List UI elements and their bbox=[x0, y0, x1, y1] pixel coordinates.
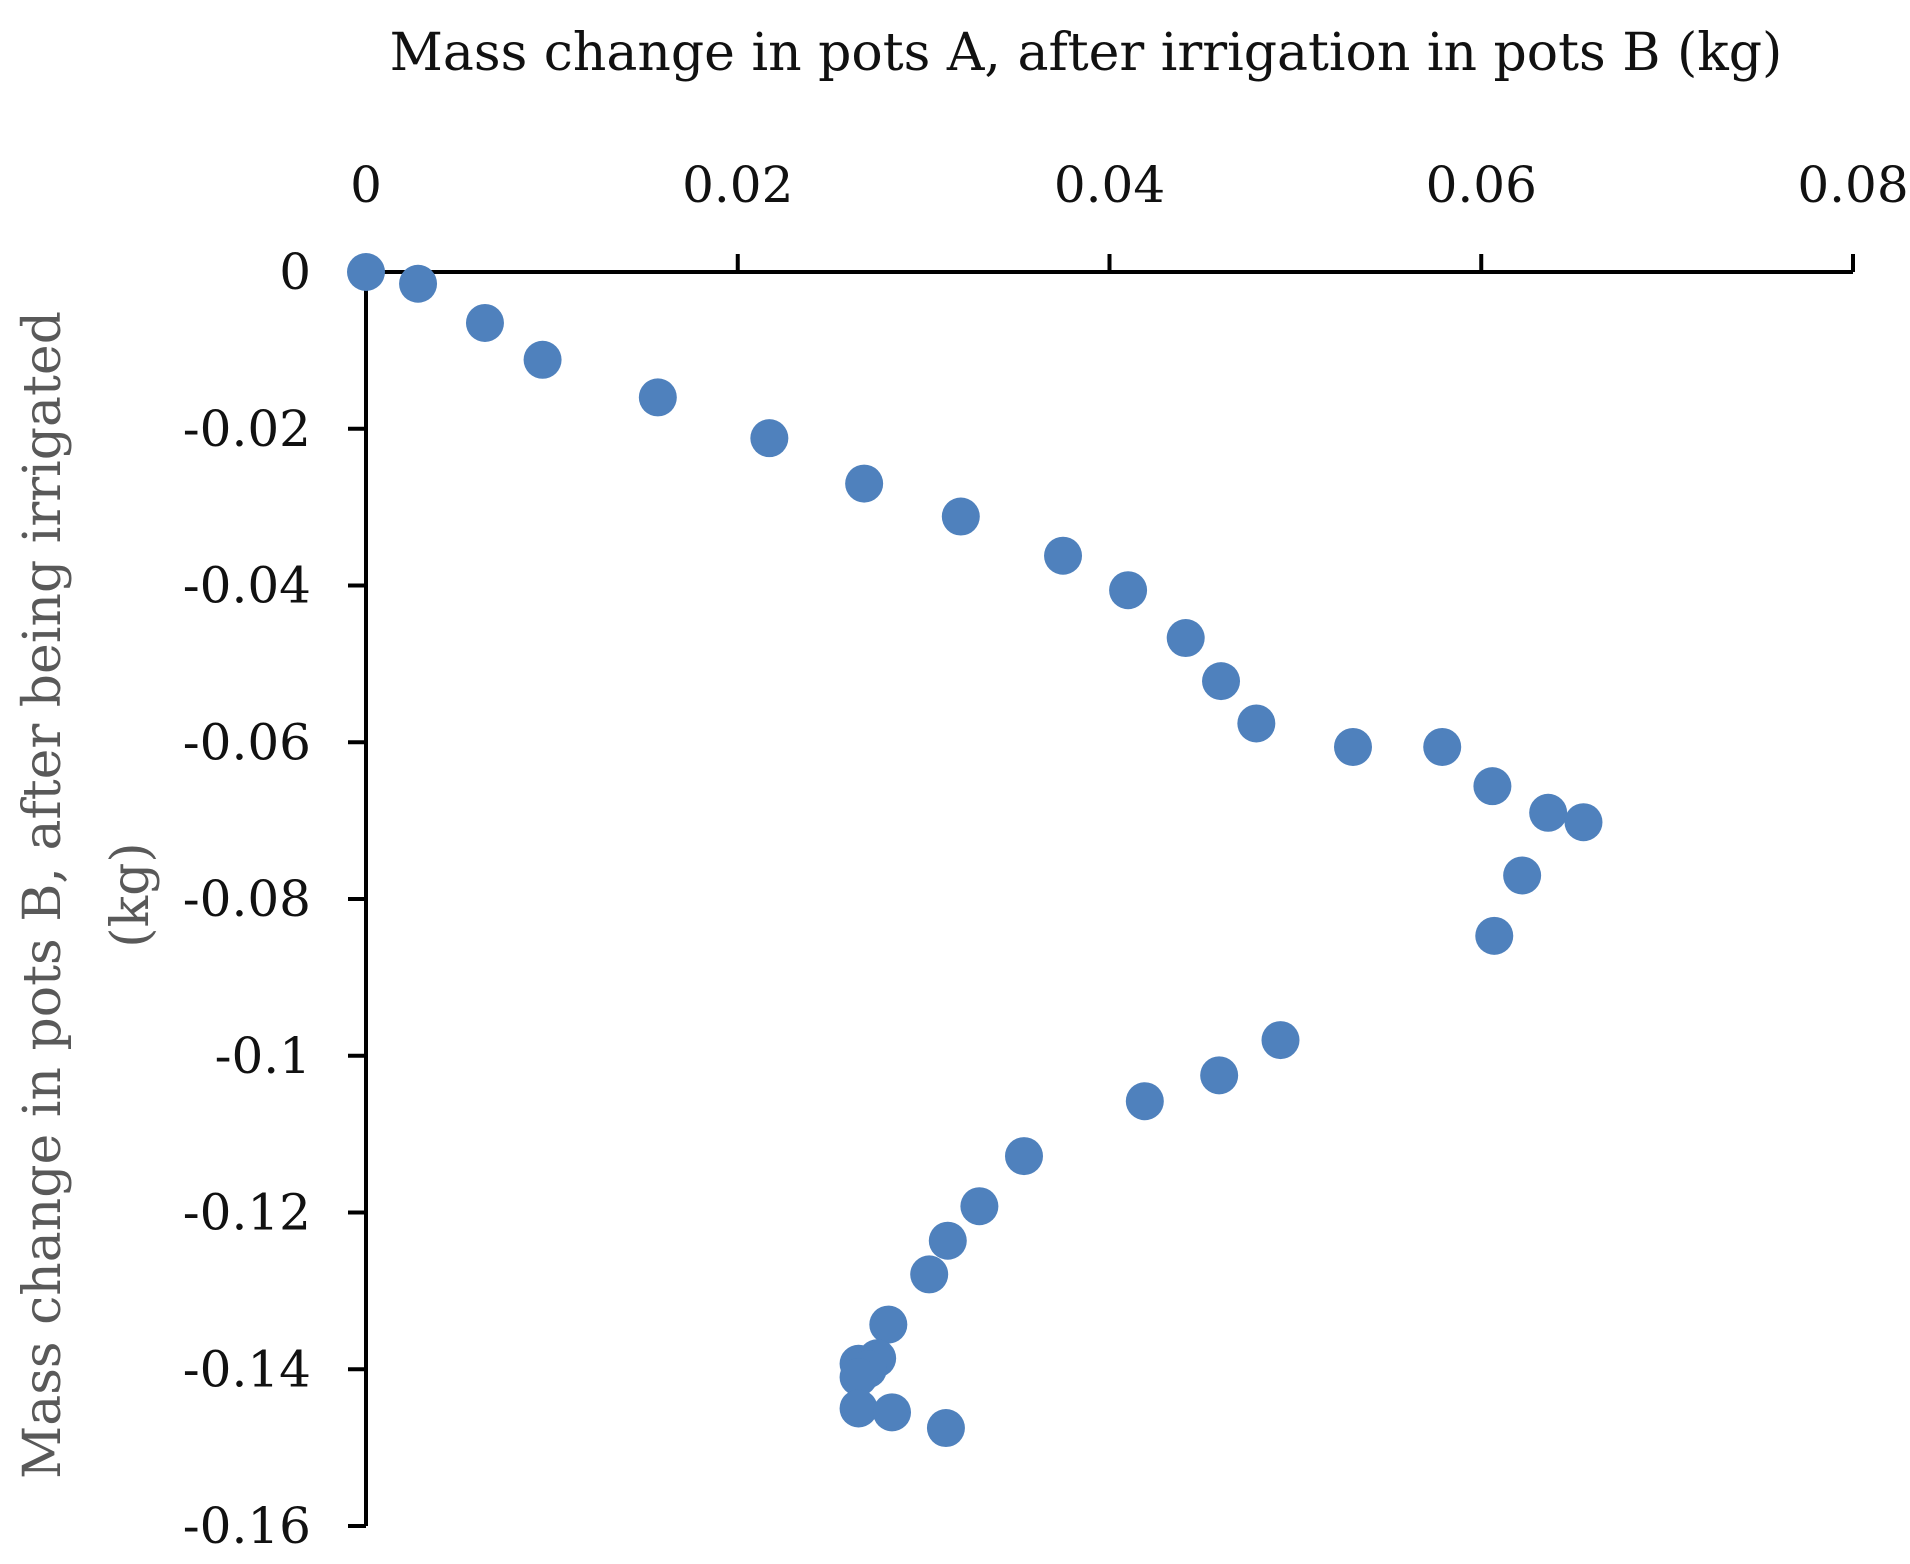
y-tick-label: -0.14 bbox=[183, 1340, 311, 1398]
data-point bbox=[1237, 704, 1276, 743]
x-tick-label: 0.06 bbox=[1426, 156, 1537, 214]
data-point bbox=[1475, 916, 1514, 955]
data-point bbox=[465, 303, 504, 342]
data-point bbox=[1473, 767, 1512, 806]
axes: 0 0.02 0.04 0.06 0.08 0 -0.02 -0.04 -0.06 -0.08 -0… bbox=[183, 156, 1909, 1555]
y-tick-label: 0 bbox=[279, 243, 311, 301]
data-point bbox=[873, 1393, 912, 1432]
y-tick-label: -0.06 bbox=[183, 713, 311, 771]
x-tick-label: 0 bbox=[350, 156, 382, 214]
data-point bbox=[1202, 662, 1241, 701]
data-point bbox=[1261, 1021, 1300, 1060]
data-point bbox=[910, 1255, 949, 1294]
x-tick-label: 0.08 bbox=[1797, 156, 1908, 214]
y-axis-title-line-2: (kg) bbox=[101, 842, 161, 947]
data-point bbox=[1166, 619, 1205, 658]
data-point bbox=[1529, 793, 1568, 832]
data-point bbox=[1564, 803, 1603, 842]
y-axis-title-line-1: Mass change in pots B, after being irrig… bbox=[13, 311, 73, 1479]
x-tick-label: 0.04 bbox=[1054, 156, 1165, 214]
y-tick-label: -0.08 bbox=[183, 870, 311, 928]
y-axis-title: Mass change in pots B, after being irrig… bbox=[13, 311, 161, 1479]
x-axis-title: Mass change in pots A, after irrigation … bbox=[390, 23, 1783, 83]
y-tick-label: -0.12 bbox=[183, 1184, 311, 1242]
data-point bbox=[638, 378, 677, 417]
data-point bbox=[750, 419, 789, 458]
data-point bbox=[1044, 536, 1083, 575]
data-point bbox=[399, 264, 438, 303]
data-point bbox=[1503, 856, 1542, 895]
data-point bbox=[926, 1409, 965, 1448]
x-tick-label: 0.02 bbox=[682, 156, 793, 214]
data-points bbox=[347, 253, 1603, 1448]
data-point bbox=[845, 464, 884, 503]
data-point bbox=[523, 340, 562, 379]
y-tick-label: -0.1 bbox=[215, 1027, 311, 1085]
y-tick-label: -0.02 bbox=[183, 400, 311, 458]
data-point bbox=[960, 1187, 999, 1226]
data-point bbox=[1125, 1082, 1164, 1121]
data-point bbox=[1109, 571, 1148, 610]
y-tick-label: -0.04 bbox=[183, 557, 311, 615]
data-point bbox=[1200, 1056, 1239, 1095]
data-point bbox=[1423, 727, 1462, 766]
data-point bbox=[941, 497, 980, 536]
data-point bbox=[869, 1305, 908, 1344]
data-point bbox=[347, 253, 385, 291]
y-tick-label: -0.16 bbox=[183, 1497, 311, 1555]
data-point bbox=[928, 1221, 967, 1260]
data-point bbox=[1004, 1137, 1043, 1176]
data-point bbox=[839, 1389, 878, 1428]
data-point bbox=[839, 1358, 878, 1397]
data-point bbox=[1333, 727, 1372, 766]
